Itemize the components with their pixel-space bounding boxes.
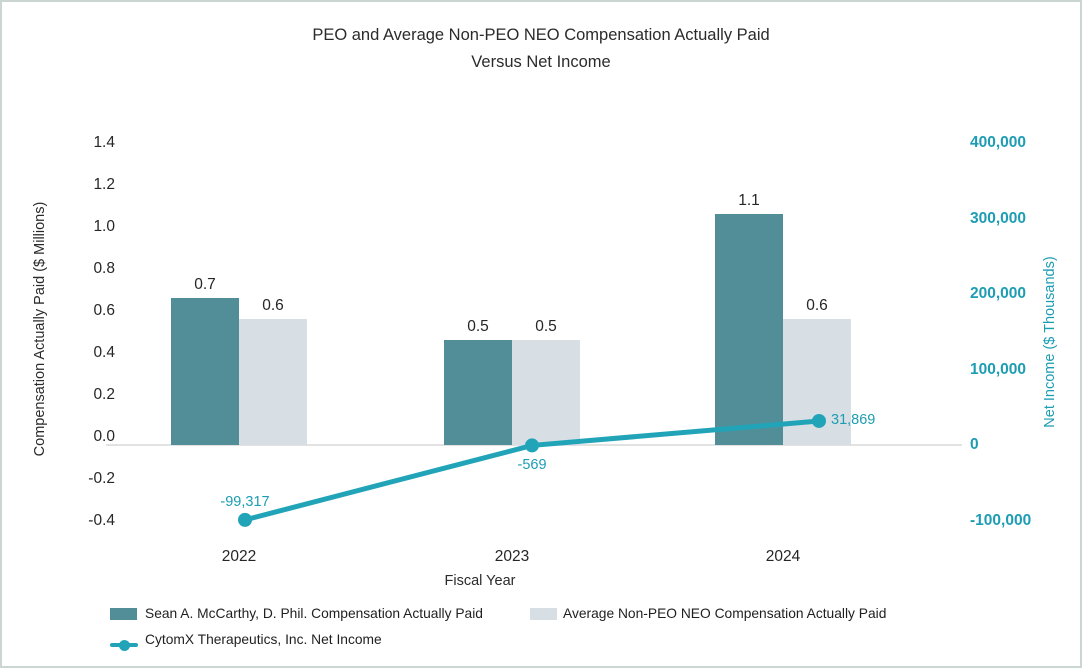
peo-cap-bar-2023 <box>444 340 512 445</box>
net-income-legend-dot-icon <box>119 639 130 651</box>
right-axis-title: Net Income ($ Thousands) <box>1042 256 1058 428</box>
avg-neo-cap-legend-label: Average Non-PEO NEO Compensation Actuall… <box>563 606 887 621</box>
net-income-value-label: 31,869 <box>831 411 876 428</box>
left-axis-tick: 0.0 <box>93 428 115 445</box>
net-income-legend-label: CytomX Therapeutics, Inc. Net Income <box>145 632 382 647</box>
peo-cap-bar-value-label: 0.7 <box>194 276 216 293</box>
left-axis-tick: 0.4 <box>93 344 115 361</box>
right-axis-tick: -100,000 <box>970 511 1032 529</box>
avg-neo-cap-bar-2022 <box>239 319 307 445</box>
avg-neo-cap-legend-swatch <box>530 608 557 620</box>
chart-title-line1: PEO and Average Non-PEO NEO Compensation… <box>312 26 770 44</box>
left-axis-tick: 1.2 <box>93 176 115 193</box>
peo-cap-legend-swatch <box>110 608 137 620</box>
right-axis-tick: 200,000 <box>970 285 1027 302</box>
left-axis-tick: 0.6 <box>93 302 115 319</box>
net-income-value-label: -569 <box>517 457 547 474</box>
right-axis-tick: 300,000 <box>970 209 1027 227</box>
right-axis-tick: 400,000 <box>970 134 1027 151</box>
peo-cap-bar-value-label: 1.1 <box>738 192 760 209</box>
x-axis-tick: 2023 <box>494 548 530 565</box>
x-axis-title: Fiscal Year <box>444 573 516 589</box>
avg-neo-cap-bar-value-label: 0.5 <box>535 318 557 335</box>
avg-neo-cap-bar-value-label: 0.6 <box>262 297 284 314</box>
left-axis-tick: 0.8 <box>93 260 115 277</box>
left-axis-tick: 1.0 <box>93 218 115 235</box>
left-axis-tick: 0.2 <box>93 386 115 403</box>
net-income-legend-line-icon <box>110 639 138 651</box>
right-axis-tick: 0 <box>970 436 979 453</box>
chart-title: PEO and Average Non-PEO NEO Compensation… <box>2 22 1080 76</box>
avg-neo-cap-bar-2023 <box>512 340 580 445</box>
peo-cap-bar-2022 <box>171 298 239 445</box>
left-axis-tick: -0.4 <box>88 512 115 529</box>
x-axis-tick: 2022 <box>221 548 257 565</box>
left-axis-tick: 1.4 <box>93 134 115 151</box>
left-axis-tick: -0.2 <box>88 470 115 487</box>
right-axis-tick: 100,000 <box>970 360 1027 378</box>
net-income-value-label: -99,317 <box>220 493 270 510</box>
avg-neo-cap-bar-value-label: 0.6 <box>806 297 828 314</box>
x-axis-tick: 2024 <box>765 548 801 565</box>
left-axis-title: Compensation Actually Paid ($ Millions) <box>32 201 48 457</box>
peo-cap-bar-2024 <box>715 214 783 445</box>
chart-title-line2: Versus Net Income <box>471 53 611 71</box>
peo-cap-legend-label: Sean A. McCarthy, D. Phil. Compensation … <box>145 606 483 621</box>
peo-cap-bar-value-label: 0.5 <box>467 318 489 335</box>
net-income-point-2022 <box>238 512 252 527</box>
